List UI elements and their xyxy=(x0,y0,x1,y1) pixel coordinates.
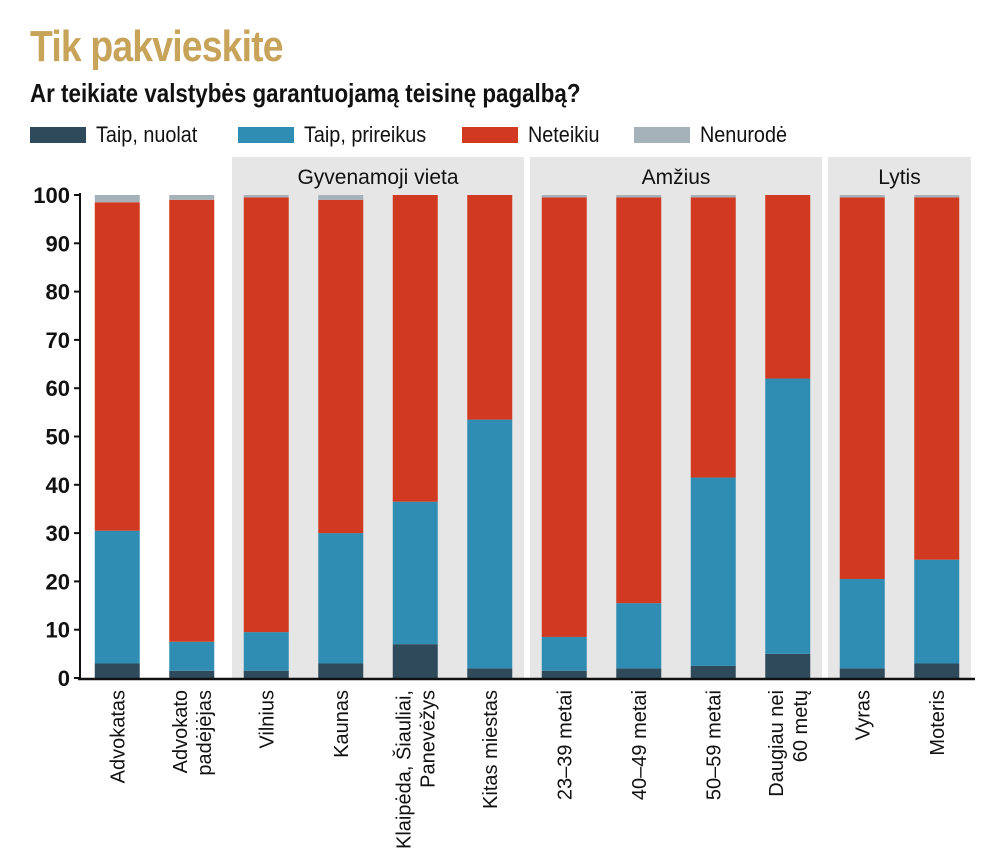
bar-klaipėda-šiauliai-panevėžys-taip-nuolat xyxy=(392,644,438,678)
y-tick-label-20: 20 xyxy=(46,569,70,594)
bar-daugiau-nei-60-metų-taip-nuolat xyxy=(765,653,811,678)
legend-swatch-taip-prireikus xyxy=(238,127,294,143)
bar-kitas-miestas-taip-prireikus xyxy=(467,419,513,669)
x-tick-label-moteris: Moteris xyxy=(927,690,949,756)
x-tick-label-vilnius: Vilnius xyxy=(256,690,278,749)
bar-vyras-nenurodė xyxy=(839,195,885,198)
bar-40-49-metai-taip-nuolat xyxy=(616,668,662,678)
bar-vyras-taip-nuolat xyxy=(839,668,885,678)
legend: Taip, nuolat Taip, prireikus Neteikiu Ne… xyxy=(30,122,990,150)
bar-kaunas-taip-prireikus xyxy=(318,533,364,664)
bar-vilnius-neteikiu xyxy=(243,197,289,633)
bar-23-39-metai-taip-nuolat xyxy=(541,670,587,678)
legend-swatch-neteikiu xyxy=(462,127,518,143)
bar-vilnius-taip-prireikus xyxy=(243,632,289,671)
legend-label-taip-prireikus: Taip, prireikus xyxy=(304,122,427,147)
bar-moteris-taip-prireikus xyxy=(914,559,960,664)
bar-23-39-metai-neteikiu xyxy=(541,197,587,637)
chart-subtitle: Ar teikiate valstybės garantuojamą teisi… xyxy=(30,78,581,108)
legend-label-nenurode: Nenurodė xyxy=(700,122,787,147)
bar-50-59-metai-taip-prireikus xyxy=(690,477,736,666)
bar-vyras-taip-prireikus xyxy=(839,578,885,669)
bar-kaunas-neteikiu xyxy=(318,199,364,534)
x-tick-label-kaunas: Kaunas xyxy=(331,690,353,758)
y-tick-label-30: 30 xyxy=(46,521,70,546)
bar-23-39-metai-nenurodė xyxy=(541,195,587,198)
bar-advokatas-taip-prireikus xyxy=(94,530,140,664)
x-tick-label-klaipėda-šiauliai-panevėžys-line-1: Klaipėda, Šiauliai, xyxy=(392,690,415,849)
x-tick-label-vyras: Vyras xyxy=(852,690,874,740)
x-tick-label-50-59-metai: 50–59 metai xyxy=(703,690,725,800)
bar-moteris-taip-nuolat xyxy=(914,663,960,678)
y-tick-label-40: 40 xyxy=(46,473,70,498)
y-tick-label-100: 100 xyxy=(33,183,70,208)
y-tick-label-0: 0 xyxy=(58,666,70,691)
x-tick-label-advokato-padėjėjas-line-2: padėjėjas xyxy=(194,690,216,776)
x-tick-label-advokato-padėjėjas-line-1: Advokato xyxy=(170,690,192,773)
y-tick-label-90: 90 xyxy=(46,231,70,256)
group-label-amžius: Amžius xyxy=(642,166,711,189)
group-label-gyvenamoji-vieta: Gyvenamoji vieta xyxy=(297,166,458,189)
bar-advokatas-neteikiu xyxy=(94,202,140,531)
legend-label-neteikiu: Neteikiu xyxy=(528,122,600,147)
x-tick-label-advokatas: Advokatas xyxy=(107,690,129,783)
bar-moteris-nenurodė xyxy=(914,195,960,198)
bar-kitas-miestas-taip-nuolat xyxy=(467,668,513,678)
bar-40-49-metai-taip-prireikus xyxy=(616,603,662,669)
chart-title: Tik pakvieskite xyxy=(30,22,284,71)
bar-daugiau-nei-60-metų-neteikiu xyxy=(765,195,811,379)
group-label-lytis: Lytis xyxy=(878,166,920,189)
bar-23-39-metai-taip-prireikus xyxy=(541,636,587,671)
bar-advokato-padėjėjas-taip-prireikus xyxy=(169,641,215,671)
legend-item-taip-prireikus: Taip, prireikus xyxy=(238,122,440,148)
y-tick-label-70: 70 xyxy=(46,328,70,353)
bar-daugiau-nei-60-metų-taip-prireikus xyxy=(765,378,811,654)
legend-swatch-nenurode xyxy=(634,127,690,143)
x-tick-label-daugiau-nei-60-metų-line-1: Daugiau nei xyxy=(766,690,788,797)
bar-klaipėda-šiauliai-panevėžys-neteikiu xyxy=(392,195,438,502)
y-tick-label-10: 10 xyxy=(46,618,70,643)
y-tick-label-80: 80 xyxy=(46,280,70,305)
legend-item-nenurode: Nenurodė xyxy=(634,122,797,148)
y-tick-label-60: 60 xyxy=(46,376,70,401)
legend-label-taip-nuolat: Taip, nuolat xyxy=(96,122,198,147)
x-tick-label-23-39-metai: 23–39 metai xyxy=(554,690,576,800)
bar-kaunas-taip-nuolat xyxy=(318,663,364,678)
bar-vilnius-nenurodė xyxy=(243,195,289,198)
bar-advokatas-taip-nuolat xyxy=(94,663,140,678)
bar-kitas-miestas-neteikiu xyxy=(467,195,513,420)
bar-advokato-padėjėjas-taip-nuolat xyxy=(169,670,215,678)
bar-advokato-padėjėjas-nenurodė xyxy=(169,195,215,200)
x-tick-label-daugiau-nei-60-metų-line-2: 60 metų xyxy=(790,690,812,762)
legend-swatch-taip-nuolat xyxy=(30,127,86,143)
legend-item-taip-nuolat: Taip, nuolat xyxy=(30,122,209,148)
bar-klaipėda-šiauliai-panevėžys-taip-prireikus xyxy=(392,501,438,645)
bar-vilnius-taip-nuolat xyxy=(243,670,289,678)
bar-50-59-metai-taip-nuolat xyxy=(690,665,736,678)
bar-advokato-padėjėjas-neteikiu xyxy=(169,199,215,642)
x-tick-label-klaipėda-šiauliai-panevėžys-line-2: Panevėžys xyxy=(417,690,439,788)
bar-50-59-metai-neteikiu xyxy=(690,197,736,478)
legend-item-neteikiu: Neteikiu xyxy=(462,122,607,148)
bar-50-59-metai-nenurodė xyxy=(690,195,736,198)
x-tick-label-kitas-miestas: Kitas miestas xyxy=(480,690,502,809)
bar-40-49-metai-nenurodė xyxy=(616,195,662,198)
bar-40-49-metai-neteikiu xyxy=(616,197,662,604)
bar-advokatas-nenurodė xyxy=(94,195,140,203)
x-tick-label-40-49-metai: 40–49 metai xyxy=(629,690,651,800)
bar-moteris-neteikiu xyxy=(914,197,960,560)
y-tick-label-50: 50 xyxy=(46,425,70,450)
bar-vyras-neteikiu xyxy=(839,197,885,579)
bar-kaunas-nenurodė xyxy=(318,195,364,200)
